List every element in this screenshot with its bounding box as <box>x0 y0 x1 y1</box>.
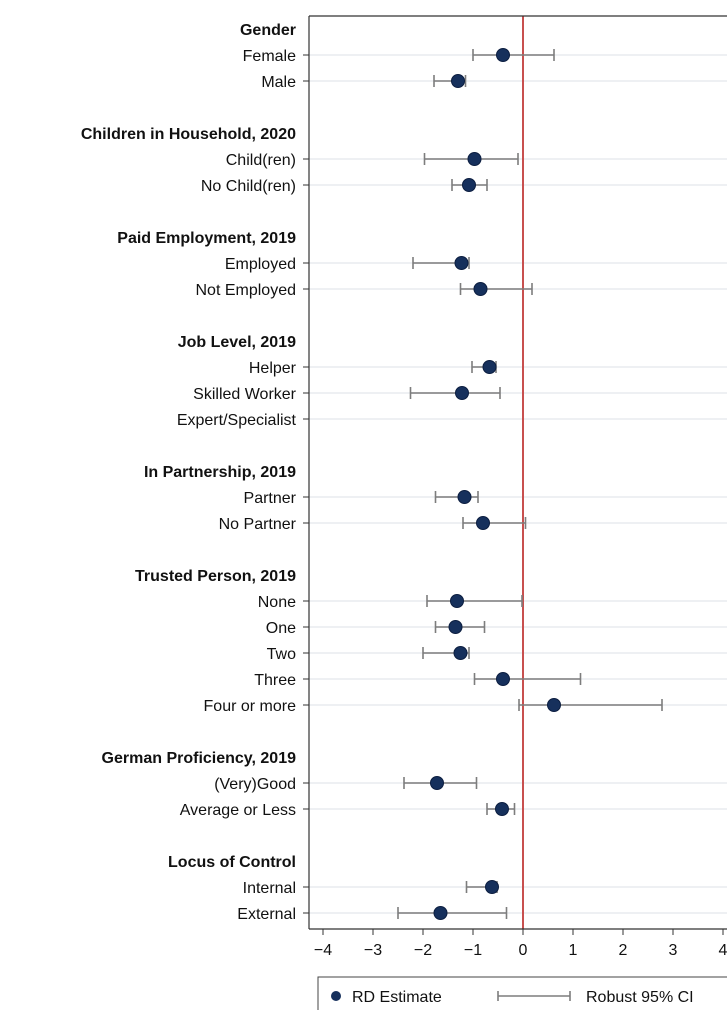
row-label: Expert/Specialist <box>177 412 297 429</box>
estimate-point <box>450 594 464 608</box>
estimate-points <box>430 48 561 920</box>
estimate-point <box>496 48 510 62</box>
estimate-point <box>448 620 463 634</box>
x-tick-label: −1 <box>464 942 482 959</box>
estimate-point <box>547 698 561 712</box>
x-tick-label: −3 <box>364 942 382 959</box>
x-tick-label: 2 <box>619 942 628 959</box>
legend-box <box>317 976 727 1010</box>
x-tick-label: 0 <box>519 942 528 959</box>
row-label: Helper <box>249 360 297 377</box>
row-label: Internal <box>243 880 296 897</box>
axes <box>303 15 727 935</box>
estimate-point <box>495 802 509 816</box>
estimate-point <box>476 516 490 530</box>
row-label: Average or Less <box>180 802 296 819</box>
row-label: Female <box>243 48 296 65</box>
legend: RD Estimate Robust 95% CI <box>317 976 727 1010</box>
group-heading: Children in Household, 2020 <box>81 126 296 143</box>
row-label: No Child(ren) <box>201 178 296 195</box>
row-label: No Partner <box>219 516 297 533</box>
x-tick-label: 3 <box>669 942 678 959</box>
estimate-point <box>453 646 468 660</box>
estimate-point <box>467 152 482 166</box>
row-label: Not Employed <box>196 282 297 299</box>
group-heading: Job Level, 2019 <box>178 334 296 351</box>
estimate-point <box>457 490 472 504</box>
group-heading: Gender <box>240 22 296 39</box>
x-tick-label: −4 <box>314 942 332 959</box>
row-label: Two <box>267 646 296 663</box>
estimate-point <box>454 256 469 270</box>
group-heading: In Partnership, 2019 <box>144 464 296 481</box>
row-label: One <box>266 620 296 637</box>
row-label: Four or more <box>204 698 297 715</box>
row-label: Three <box>254 672 296 689</box>
row-label: External <box>237 906 296 923</box>
x-tick-label: −2 <box>414 942 432 959</box>
estimate-point <box>455 386 469 400</box>
group-heading: German Proficiency, 2019 <box>102 750 297 767</box>
estimate-point <box>496 672 510 686</box>
group-heading: Trusted Person, 2019 <box>135 568 296 585</box>
group-heading: Paid Employment, 2019 <box>117 230 296 247</box>
row-label: None <box>258 594 296 611</box>
x-tick-labels: −4 −3 −2 −1 0 1 2 3 4 <box>314 942 727 959</box>
estimate-point <box>473 282 488 296</box>
estimate-point <box>433 906 448 920</box>
legend-label-estimate: RD Estimate <box>352 989 442 1006</box>
estimate-point <box>485 880 499 894</box>
row-label: Child(ren) <box>226 152 296 169</box>
row-label: Male <box>261 74 296 91</box>
x-tick-label: 1 <box>569 942 578 959</box>
group-heading: Locus of Control <box>168 854 296 871</box>
legend-point-marker <box>331 991 341 1001</box>
grid-lines <box>309 54 727 914</box>
estimate-point <box>430 776 444 790</box>
estimate-point <box>451 74 465 88</box>
row-label: (Very)Good <box>214 776 296 793</box>
estimate-point <box>462 178 476 192</box>
row-label: Employed <box>225 256 296 273</box>
x-tick-label: 4 <box>719 942 727 959</box>
estimate-point <box>482 360 497 374</box>
row-labels: Gender Female Male Children in Household, 2… <box>81 22 297 923</box>
legend-label-ci: Robust 95% CI <box>586 989 694 1006</box>
row-label: Skilled Worker <box>193 386 297 403</box>
row-label: Partner <box>244 490 297 507</box>
